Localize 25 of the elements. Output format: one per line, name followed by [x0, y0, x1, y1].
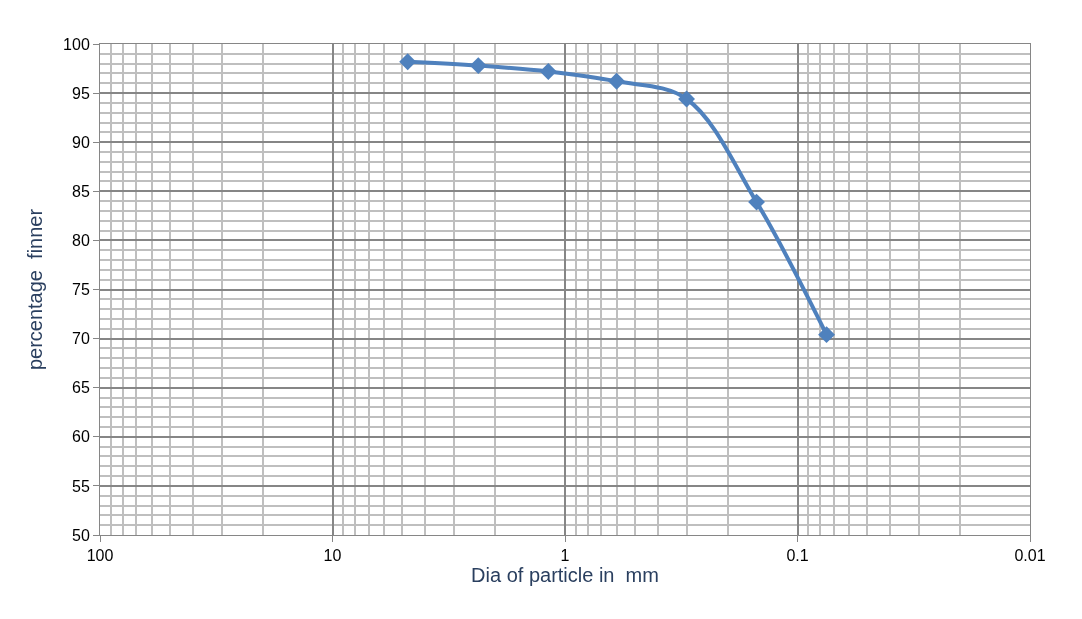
x-tick-label: 1: [560, 547, 570, 565]
point: [469, 57, 487, 75]
x-axis-title: Dia of particle in mm: [471, 564, 659, 587]
x-tick-label: 100: [86, 547, 114, 565]
y-tick-label: 80: [72, 232, 90, 249]
y-tick-label: 85: [72, 182, 90, 200]
y-tick-label: 60: [72, 428, 90, 446]
x-tick-label: 10: [323, 547, 342, 565]
y-tick-label: 100: [63, 35, 90, 53]
y-tick-label: 55: [72, 477, 90, 495]
y-tick-label: 50: [72, 526, 90, 544]
point: [608, 72, 626, 90]
x-tick-label: 0.01: [1014, 547, 1046, 565]
x-tick-label: 0.1: [786, 547, 809, 565]
point: [678, 90, 696, 108]
y-tick-label: 70: [72, 330, 90, 348]
y-tick-label: 65: [72, 379, 90, 397]
y-tick-label: 75: [72, 281, 90, 299]
point: [399, 53, 417, 71]
point: [748, 193, 766, 211]
y-tick-label: 90: [72, 133, 90, 151]
y-axis-title: percentage finner: [23, 208, 46, 371]
point: [818, 326, 835, 344]
y-tick-label: 95: [72, 84, 90, 102]
point: [539, 63, 557, 80]
